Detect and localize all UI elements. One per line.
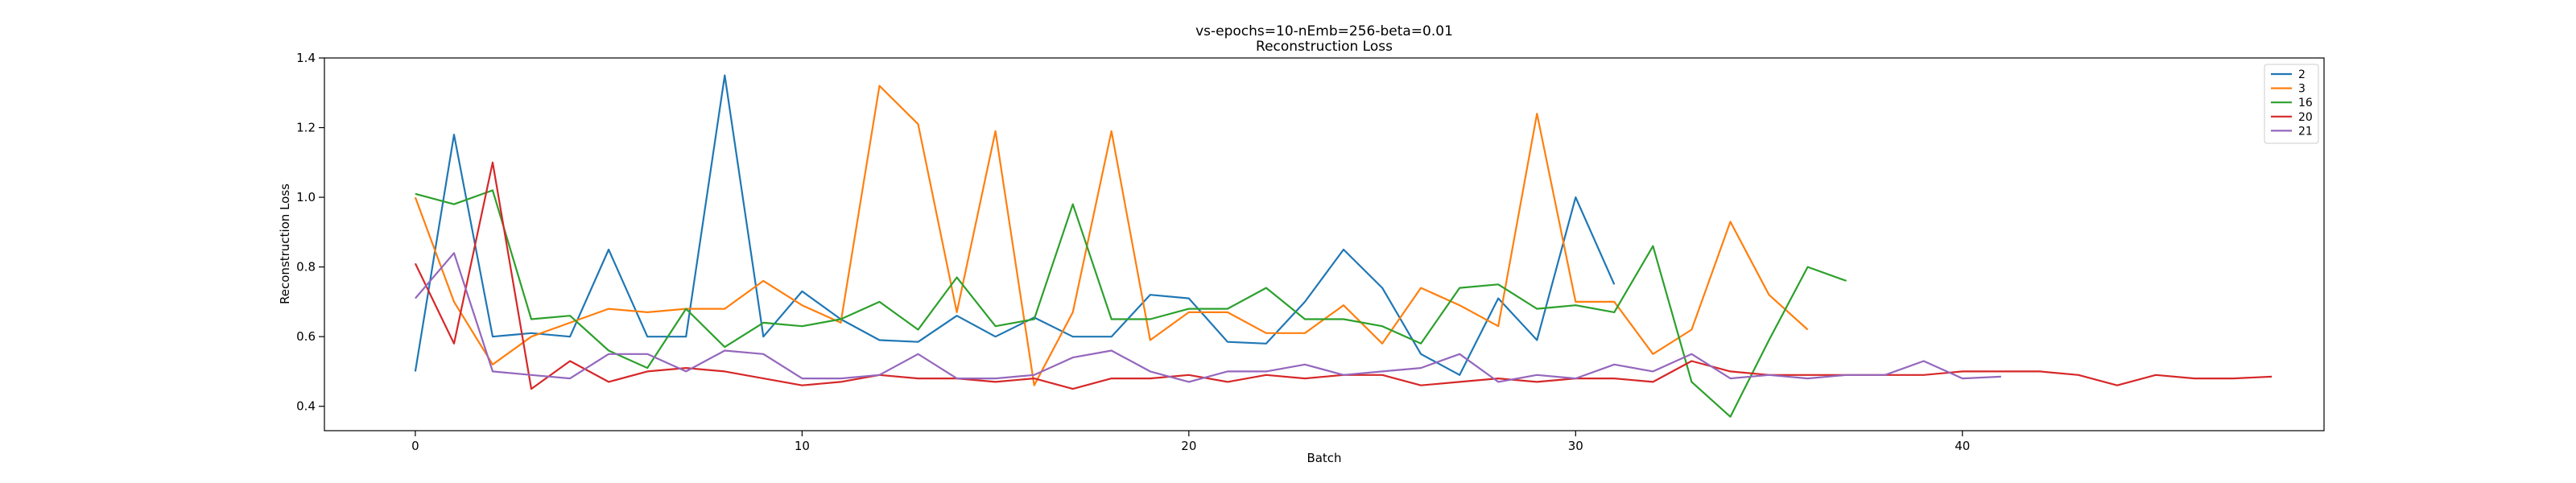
plot-frame	[324, 57, 2325, 431]
y-tick-label: 1.4	[296, 51, 316, 65]
x-tick-label: 30	[1568, 439, 1583, 453]
y-tick-label: 1.0	[296, 190, 316, 204]
y-tick-label: 0.4	[296, 399, 316, 414]
x-tick-label: 10	[795, 439, 810, 453]
series-line-21	[415, 252, 2001, 383]
y-tick-label: 1.2	[296, 121, 316, 135]
x-tick-label: 40	[1955, 439, 1970, 453]
series-line-2	[414, 74, 1616, 376]
x-axis-label: Batch	[1307, 451, 1341, 465]
axes: 0 10 20 30 40 0.4 0.6 0.8 1.0 1.2 1.4	[296, 51, 2325, 453]
legend-label-2: 2	[2298, 68, 2306, 81]
x-tick-label: 20	[1181, 439, 1196, 453]
legend-label-20: 20	[2298, 111, 2313, 124]
legend-label-3: 3	[2298, 83, 2306, 96]
series-lines	[414, 74, 2273, 418]
legend-label-21: 21	[2298, 125, 2313, 138]
legend-label-16: 16	[2298, 97, 2313, 109]
x-tick-label: 0	[411, 439, 419, 453]
chart-subtitle: Reconstruction Loss	[1256, 39, 1393, 55]
legend-box	[2264, 64, 2319, 144]
chart-title: vs-epochs=10-nEmb=256-beta=0.01	[1195, 23, 1453, 39]
y-tick-label: 0.8	[296, 260, 316, 275]
series-line-3	[414, 85, 1809, 386]
y-tick-label: 0.6	[296, 329, 316, 344]
series-line-16	[415, 189, 1847, 418]
y-axis-label: Reconstruction Loss	[278, 184, 292, 304]
